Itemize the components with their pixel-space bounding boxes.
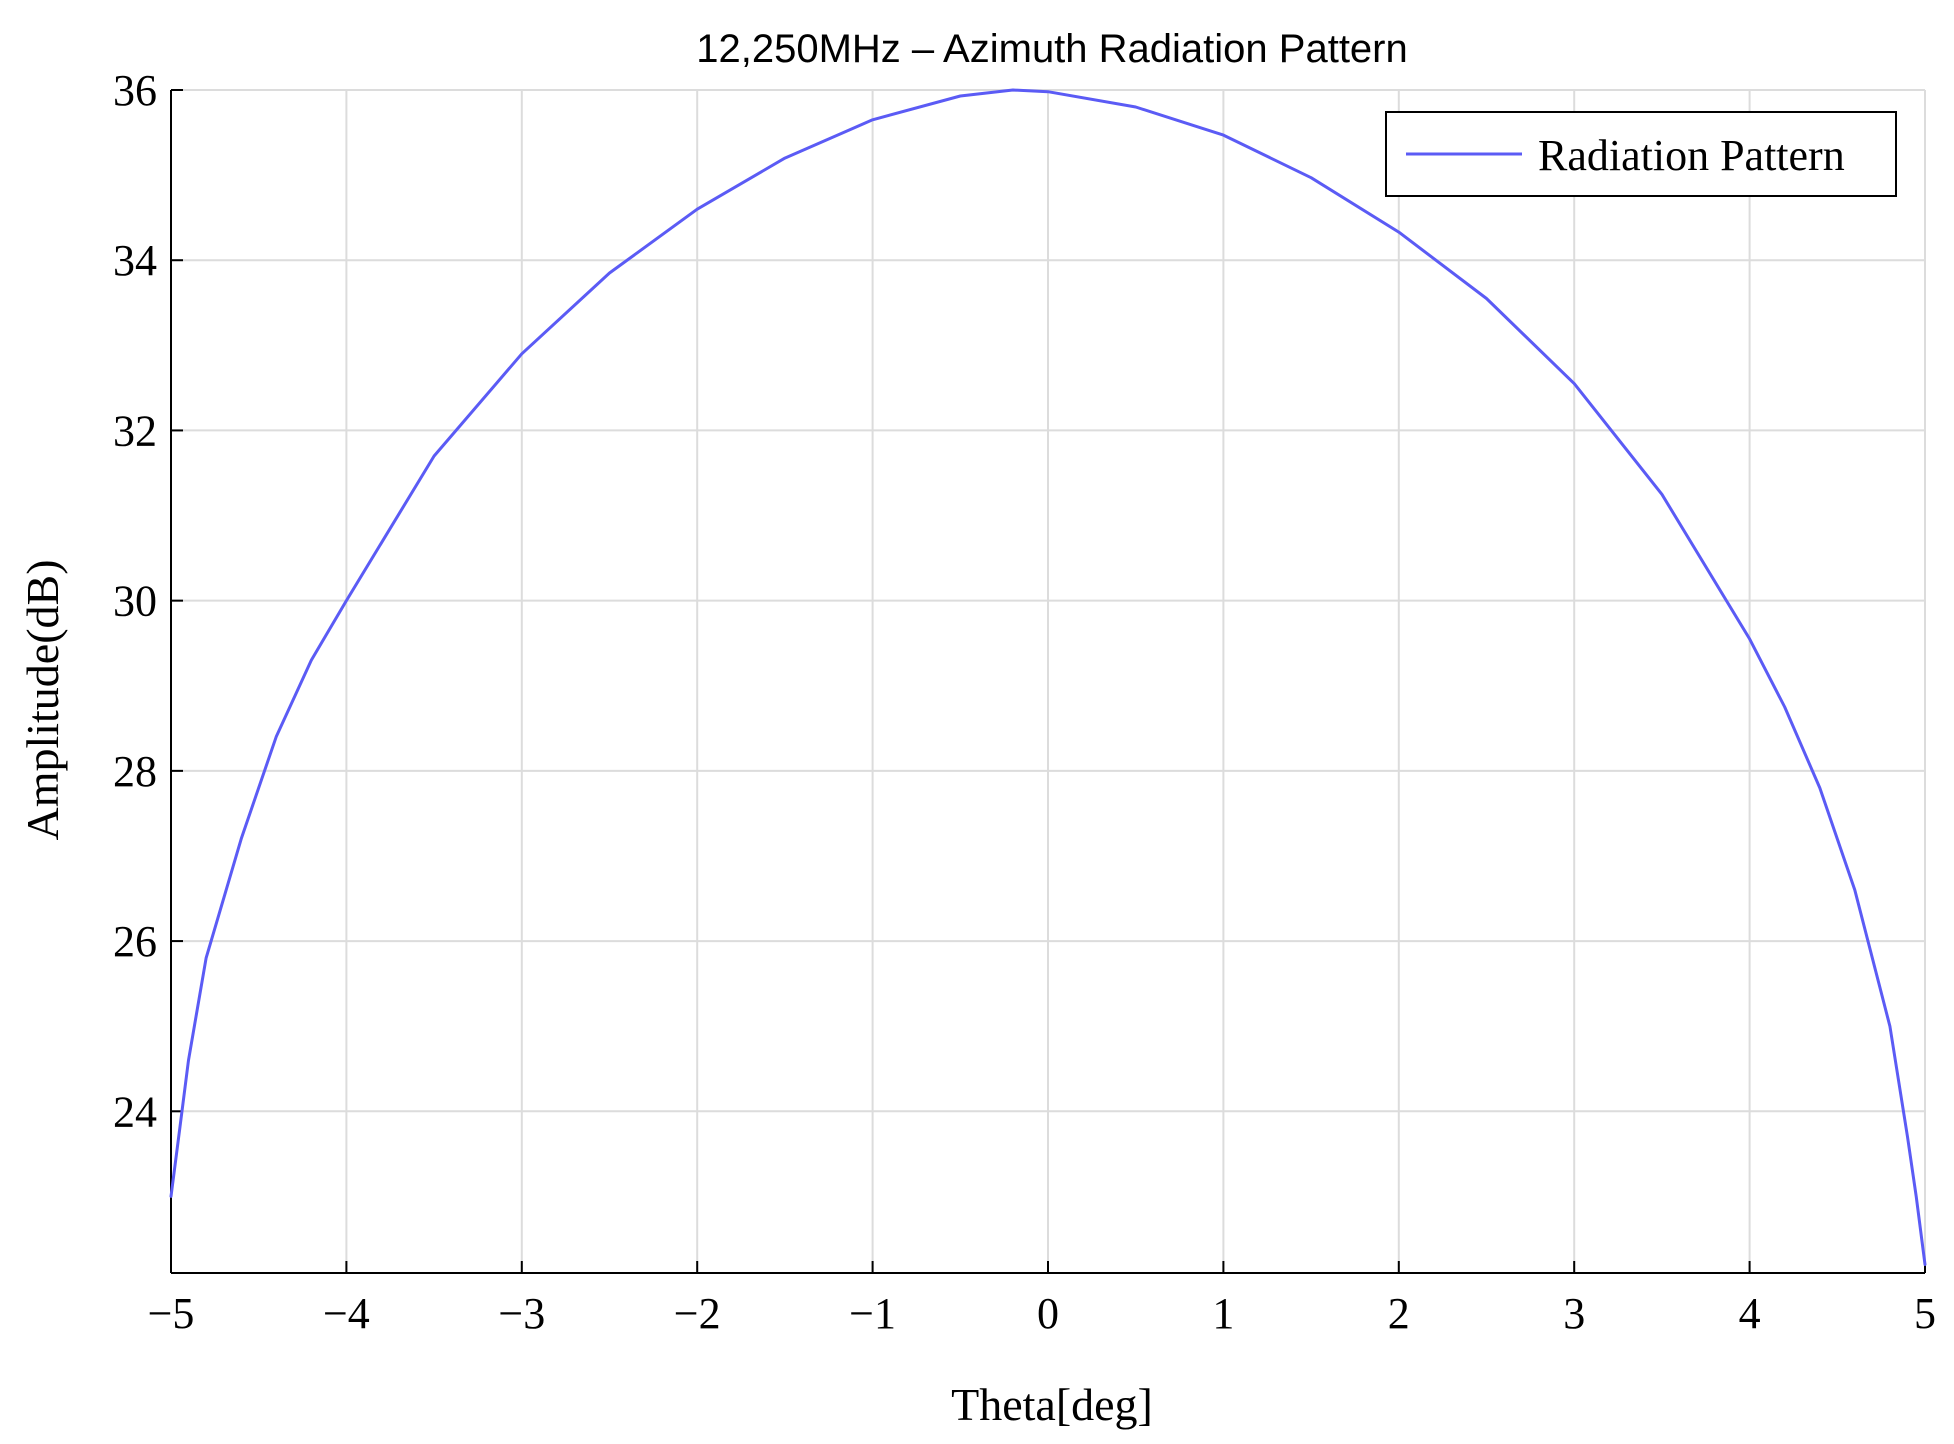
x-tick-label-5: 0 (1037, 1289, 1059, 1338)
x-tick-label-9: 4 (1739, 1289, 1761, 1338)
x-tick-label-3: −2 (674, 1289, 721, 1338)
legend: Radiation Pattern (1385, 111, 1897, 197)
y-tick-label-1: 26 (113, 917, 157, 966)
x-tick-label-2: −3 (498, 1289, 545, 1338)
x-tick-label-1: −4 (323, 1289, 370, 1338)
y-axis-label: Amplitude(dB) (17, 559, 68, 840)
y-tick-label-6: 36 (113, 66, 157, 115)
x-ticks: −5 −4 −3 −2 −1 0 1 2 3 4 5 (148, 1261, 1936, 1338)
y-tick-label-4: 32 (113, 406, 157, 455)
y-tick-label-2: 28 (113, 747, 157, 796)
x-tick-label-0: −5 (148, 1289, 195, 1338)
y-tick-label-3: 30 (113, 577, 157, 626)
series-line-0 (169, 88, 1927, 1266)
chart-title: 12,250MHz – Azimuth Radiation Pattern (696, 27, 1408, 71)
x-tick-label-8: 3 (1563, 1289, 1585, 1338)
x-tick-label-7: 2 (1388, 1289, 1410, 1338)
x-tick-label-10: 5 (1914, 1289, 1936, 1338)
y-tick-label-5: 34 (113, 236, 157, 285)
series-layer (169, 88, 1927, 1266)
grid (171, 89, 1926, 1273)
x-tick-label-4: −1 (849, 1289, 896, 1338)
x-axis-label: Theta[deg] (951, 1379, 1153, 1430)
x-tick-label-6: 1 (1212, 1289, 1234, 1338)
y-ticks: 24 26 28 30 32 34 36 (113, 66, 183, 1136)
legend-label: Radiation Pattern (1538, 131, 1845, 180)
y-tick-label-0: 24 (113, 1087, 157, 1136)
